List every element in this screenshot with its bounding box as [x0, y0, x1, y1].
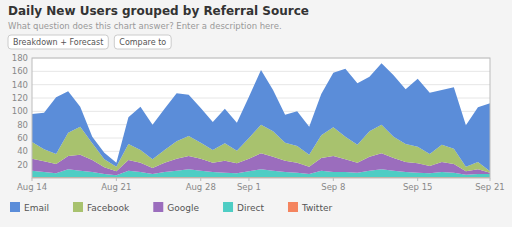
legend-swatch [153, 202, 163, 212]
x-tick [248, 178, 249, 181]
areas [32, 63, 490, 178]
legend-bg [0, 194, 512, 227]
area [32, 63, 490, 171]
toolbar-button: Compare to [114, 35, 171, 49]
legend-item: Facebook [73, 202, 130, 213]
y-tick-label: 60 [17, 133, 28, 143]
button-label: Compare to [119, 38, 166, 47]
y-tick-label: 160 [12, 66, 28, 76]
legend-label: Email [24, 203, 49, 213]
legend-label: Twitter [301, 203, 332, 213]
y-tick-label: 140 [12, 80, 28, 90]
x-tick [116, 178, 117, 181]
y-tick-label: 40 [17, 146, 28, 156]
x-tick [32, 178, 33, 181]
x-tick [417, 178, 418, 181]
y-tick-label: 180 [12, 53, 28, 63]
legend-item: Email [10, 202, 49, 213]
legend-item: Direct [223, 202, 264, 213]
y-tick-label: 120 [12, 93, 28, 103]
x-tick-label: Aug 14 [17, 182, 47, 192]
x-tick-label: Aug 21 [101, 182, 131, 192]
y-tick-label: 80 [17, 120, 28, 130]
legend-item: Twitter [288, 202, 332, 213]
toolbar-button: Breakdown + Forecast [8, 35, 108, 49]
x-tick-label: Sep 8 [321, 182, 345, 192]
x-tick-label: Sep 15 [403, 182, 433, 192]
legend-swatch [288, 202, 298, 212]
y-tick-label: 100 [12, 106, 28, 116]
legend-item: Google [153, 202, 199, 213]
x-tick [333, 178, 334, 181]
title: Daily New Users grouped by Referral Sour… [8, 4, 309, 18]
header-bg [0, 0, 512, 52]
y-tick-label: 20 [17, 160, 28, 170]
legend-label: Facebook [87, 203, 130, 213]
legend-swatch [10, 202, 20, 212]
plot-bg [32, 58, 490, 178]
x-tick [490, 178, 491, 181]
plot-frame [32, 58, 490, 178]
legend-swatch [73, 202, 83, 212]
button-box [114, 35, 171, 49]
legend-swatch [223, 202, 233, 212]
legend-label: Direct [237, 203, 264, 213]
chart: Daily New Users grouped by Referral Sour… [0, 0, 512, 227]
button-box [8, 35, 108, 49]
button-label: Breakdown + Forecast [13, 38, 103, 47]
x-tick-label: Sep 21 [475, 182, 505, 192]
x-tick-label: Sep 1 [237, 182, 261, 192]
x-tick [200, 178, 201, 181]
x-tick-label: Aug 28 [186, 182, 216, 192]
subtitle: What question does this chart answer? En… [8, 21, 282, 31]
legend-label: Google [167, 203, 199, 213]
